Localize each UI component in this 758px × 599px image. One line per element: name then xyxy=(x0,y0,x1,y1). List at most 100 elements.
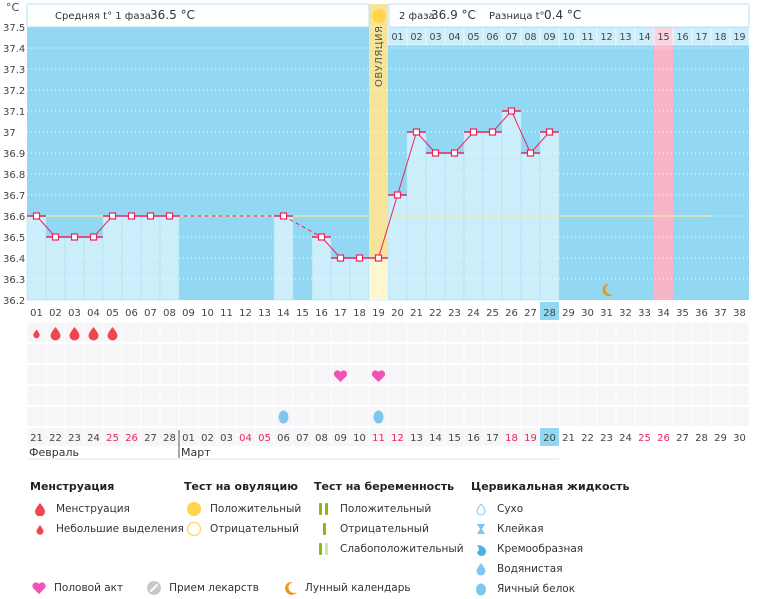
temp-bar xyxy=(369,258,388,300)
marker-cell xyxy=(426,365,445,384)
marker-cell xyxy=(350,365,369,384)
y-axis-ticks: 37.5 37.4 37.3 37.2 37.1 37 36.9 36.8 36.7 36.6 36… xyxy=(3,23,25,307)
calendar-date: 07 xyxy=(296,433,309,444)
expected-period-band xyxy=(654,4,673,300)
calendar-date: 15 xyxy=(448,433,461,444)
marker-cell xyxy=(692,386,711,405)
marker-cell xyxy=(616,344,635,363)
legend-label: Слабоположительный xyxy=(340,543,464,555)
marker-cell xyxy=(217,386,236,405)
marker-cell xyxy=(597,323,616,342)
marker-cell xyxy=(540,386,559,405)
drop-icon xyxy=(69,327,80,341)
temp-point xyxy=(317,233,326,241)
x-tick-label: 18 xyxy=(353,308,366,319)
calendar-date: 17 xyxy=(486,433,499,444)
x-tick-label: 01 xyxy=(30,308,43,319)
calendar-date: 25 xyxy=(638,433,651,444)
legend-other: Половой акт Прием лекарств Лунный календ… xyxy=(30,580,433,596)
today-calendar-highlight xyxy=(540,428,559,446)
marker-cell xyxy=(27,407,46,426)
legend-label: Половой акт xyxy=(54,582,124,594)
phase2-day-label: 15 xyxy=(657,32,669,43)
y-tick-label: 36.8 xyxy=(3,170,25,181)
temp-point xyxy=(355,254,364,262)
marker-cell xyxy=(141,407,160,426)
phase2-day-label: 02 xyxy=(410,32,422,43)
marker-cell xyxy=(331,386,350,405)
marker-cell xyxy=(179,344,198,363)
marker-cell xyxy=(502,365,521,384)
marker-cell xyxy=(388,365,407,384)
calendar-date: 28 xyxy=(695,433,708,444)
calendar-cell xyxy=(84,428,103,446)
calendar-cell xyxy=(236,428,255,446)
phase2-day-label: 16 xyxy=(676,32,688,43)
marker-cell xyxy=(350,323,369,342)
marker-cell xyxy=(445,407,464,426)
calendar-date: 19 xyxy=(524,433,537,444)
calendar-date: 24 xyxy=(619,433,632,444)
marker-cell xyxy=(84,407,103,426)
phase2-day-label: 06 xyxy=(486,32,498,43)
temp-point xyxy=(412,128,421,136)
marker-cell xyxy=(711,344,730,363)
marker-cell xyxy=(426,323,445,342)
marker-cell xyxy=(578,344,597,363)
x-tick-label: 11 xyxy=(220,308,233,319)
x-tick-label: 04 xyxy=(87,308,100,319)
temp-bar xyxy=(159,215,180,301)
calendar-date: 16 xyxy=(467,433,480,444)
marker-cell xyxy=(293,344,312,363)
marker-cell xyxy=(502,344,521,363)
marker-cell xyxy=(179,323,198,342)
marker-cell xyxy=(103,344,122,363)
pregnancy-positive-icon xyxy=(314,502,334,516)
y-tick-label: 37.1 xyxy=(3,107,25,118)
diff-label: Разница t° xyxy=(489,11,545,22)
marker-cell xyxy=(616,386,635,405)
marker-cell xyxy=(559,386,578,405)
marker-cell xyxy=(521,407,540,426)
marker-cell xyxy=(293,386,312,405)
y-tick-label: 36.7 xyxy=(3,191,25,202)
calendar-date: 26 xyxy=(125,433,138,444)
phase2-day-label: 01 xyxy=(391,32,403,43)
marker-cell xyxy=(407,323,426,342)
calendar-date: 30 xyxy=(733,433,746,444)
legend-label: Менструация xyxy=(56,503,130,515)
marker-cell xyxy=(46,386,65,405)
legend-item: Отрицательный xyxy=(314,519,464,539)
x-tick-label: 02 xyxy=(49,308,62,319)
calendar-cell xyxy=(369,428,388,446)
calendar-date: 27 xyxy=(676,433,689,444)
calendar-cell xyxy=(502,428,521,446)
calendar-date: 06 xyxy=(277,433,290,444)
y-unit-label: °C xyxy=(6,1,20,14)
temp-bar xyxy=(83,236,104,301)
marker-cell xyxy=(198,344,217,363)
phase-header: Средняя t° 1 фаза 36.5 °C 2 фаза 36.9 °C… xyxy=(6,1,750,28)
phase2-label: 2 фаза xyxy=(399,11,435,22)
marker-cell xyxy=(730,407,749,426)
legend-label: Яичный белок xyxy=(497,583,576,595)
marker-cell xyxy=(84,386,103,405)
marker-cell xyxy=(84,365,103,384)
marker-cell xyxy=(350,344,369,363)
marker-cell xyxy=(464,365,483,384)
temp-point xyxy=(393,191,402,199)
x-tick-label: 26 xyxy=(505,308,518,319)
marker-cell xyxy=(255,386,274,405)
temp-point xyxy=(488,128,497,136)
marker-cell xyxy=(312,323,331,342)
sticky-icon xyxy=(471,522,491,536)
legend-title: Тест на беременность xyxy=(314,480,455,493)
marker-cell xyxy=(521,386,540,405)
marker-cell xyxy=(46,407,65,426)
phase2-day-label: 13 xyxy=(619,32,631,43)
calendar-date: 27 xyxy=(144,433,157,444)
y-tick-label: 37.5 xyxy=(3,23,25,34)
marker-cell xyxy=(27,344,46,363)
marker-cell xyxy=(274,344,293,363)
calendar-date: 02 xyxy=(201,433,214,444)
